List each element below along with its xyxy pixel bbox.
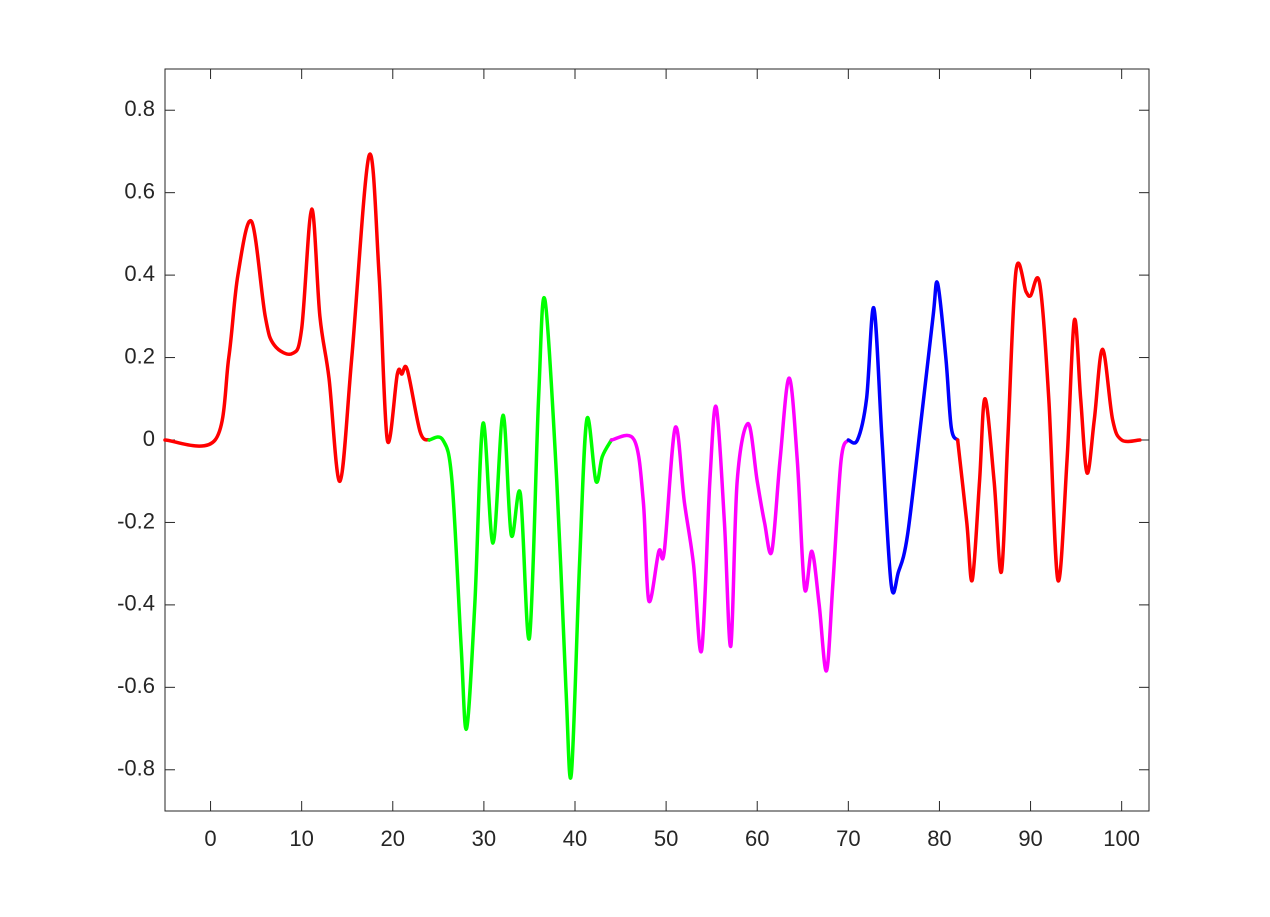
y-tick-label: 0.2 bbox=[124, 343, 155, 368]
x-tick-label: 10 bbox=[289, 826, 313, 851]
x-tick-label: 0 bbox=[204, 826, 216, 851]
y-tick-label: 0.8 bbox=[124, 96, 155, 121]
y-tick-label: -0.2 bbox=[117, 508, 155, 533]
y-tick-label: 0.4 bbox=[124, 261, 155, 286]
x-tick-label: 40 bbox=[563, 826, 587, 851]
x-tick-label: 70 bbox=[836, 826, 860, 851]
x-tick-label: 20 bbox=[381, 826, 405, 851]
x-tick-label: 100 bbox=[1103, 826, 1140, 851]
y-tick-label: 0 bbox=[143, 426, 155, 451]
x-tick-label: 50 bbox=[654, 826, 678, 851]
line-series bbox=[609, 376, 851, 673]
x-tick-label: 30 bbox=[472, 826, 496, 851]
line-series bbox=[846, 280, 960, 595]
line-series bbox=[163, 152, 431, 483]
line-series bbox=[427, 296, 614, 780]
x-tick-label: 80 bbox=[927, 826, 951, 851]
y-tick-label: -0.4 bbox=[117, 591, 155, 616]
y-tick-label: -0.8 bbox=[117, 756, 155, 781]
y-tick-label: 0.6 bbox=[124, 178, 155, 203]
line-series bbox=[955, 261, 1142, 583]
x-tick-label: 90 bbox=[1018, 826, 1042, 851]
y-tick-label: -0.6 bbox=[117, 673, 155, 698]
x-tick-label: 60 bbox=[745, 826, 769, 851]
